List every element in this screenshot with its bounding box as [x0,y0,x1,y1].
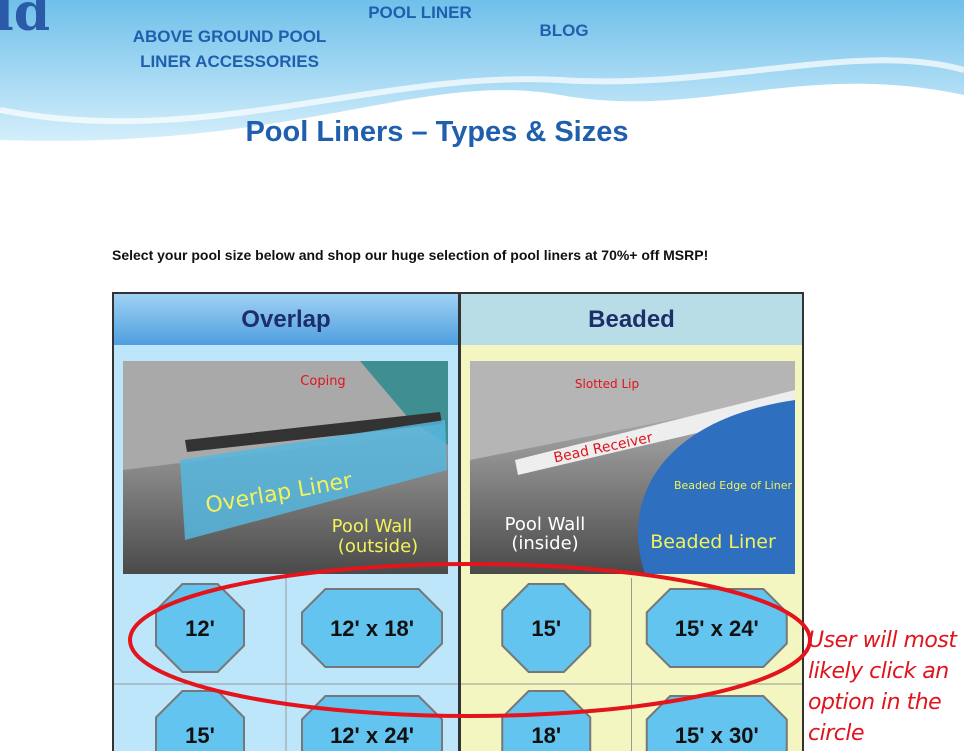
beaded-header [461,294,802,345]
image-label: Beaded Edge of Liner [674,479,792,492]
size-shape[interactable] [501,690,592,751]
image-label: (outside) [338,536,418,557]
header-wave [0,0,964,141]
size-shape[interactable] [155,583,245,673]
image-label: (inside) [511,533,578,554]
overlap-header [114,294,458,345]
size-option[interactable]: 15' x 24' [675,616,759,641]
highlight-circle [128,562,812,718]
size-option[interactable]: 12' [185,616,215,641]
nav-link[interactable]: POOL LINER [368,3,472,22]
image-label: Pool Wall [332,516,413,537]
size-option[interactable]: 18' [531,723,561,748]
intro-text: Select your pool size below and shop our… [112,247,709,263]
size-option[interactable]: 12' x 24' [330,723,414,748]
size-option[interactable]: 15' [531,616,561,641]
size-shape[interactable] [645,695,788,751]
nav-link[interactable]: BLOG [539,21,589,40]
image-label: Coping [300,374,345,389]
annotation: User will most likely click an option in… [808,628,957,746]
size-shape[interactable] [155,690,245,751]
image-label: Beaded Liner [650,531,776,553]
size-option[interactable]: 15' [185,723,215,748]
size-shape[interactable] [301,588,443,668]
size-shape[interactable] [501,583,592,673]
size-option[interactable]: 12' x 18' [330,616,414,641]
wave-line [0,57,964,125]
column-title: Beaded [588,306,675,333]
nav-link[interactable]: ABOVE GROUND POOL LINER ACCESSORIES [132,27,327,71]
size-shape[interactable] [645,588,788,668]
image-label: Slotted Lip [575,377,639,391]
image-label: Pool Wall [505,514,586,535]
page-title: Pool Liners – Types & Sizes [245,116,629,148]
size-option[interactable]: 15' x 30' [675,723,759,748]
logo[interactable]: ld [0,0,51,43]
column-title: Overlap [241,306,330,333]
beaded-image [470,361,795,574]
overlap-image [123,361,448,574]
